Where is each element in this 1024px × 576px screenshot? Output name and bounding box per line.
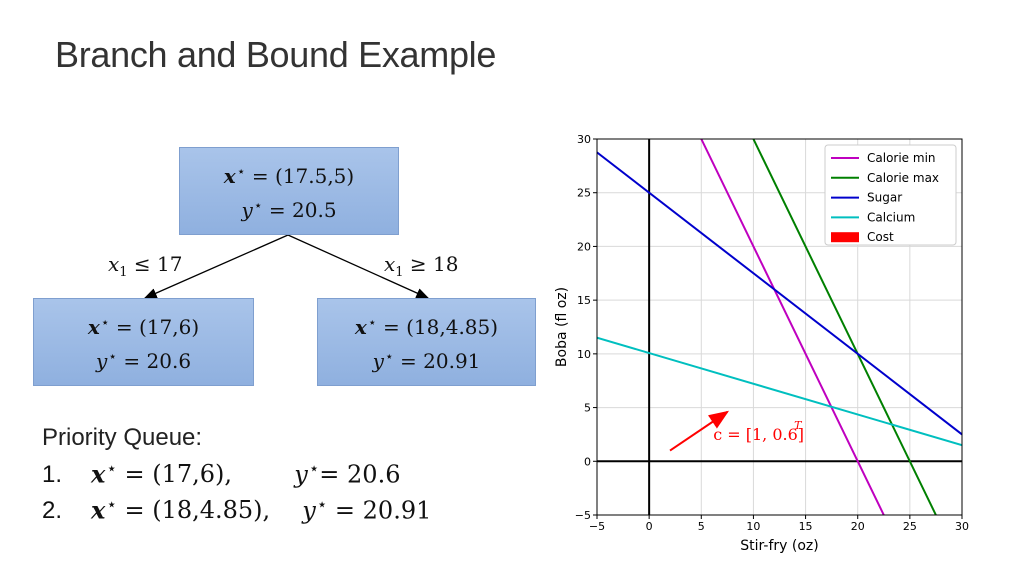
legend-swatch [831, 232, 859, 243]
left-x-line: x⋆ = (17,6) [87, 315, 200, 339]
right-branch-op: ≥ [409, 252, 427, 276]
y-tick-label: 10 [577, 348, 591, 361]
left-branch-label: x1 ≤ 17 [108, 252, 183, 280]
legend-label: Calorie max [867, 171, 939, 185]
x-tick-label: 0 [646, 520, 653, 533]
y-tick-label: 0 [584, 455, 591, 468]
left-child-node: x⋆ = (17,6) y⋆ = 20.6 [33, 298, 254, 386]
y-tick-label: 20 [577, 240, 591, 253]
y-tick-label: 30 [577, 133, 591, 146]
x-tick-label: −5 [589, 520, 605, 533]
left-y-value: 20.6 [146, 349, 192, 373]
x-tick-label: 15 [799, 520, 813, 533]
root-x-value: (17.5,5) [274, 164, 355, 188]
legend-label: Calorie min [867, 151, 936, 165]
x-axis-label: Stir-fry (oz) [740, 538, 818, 554]
right-branch-edge [287, 234, 430, 299]
root-node: x⋆ = (17.5,5) y⋆ = 20.5 [179, 147, 399, 235]
left-branch-op: ≤ [133, 252, 151, 276]
right-x-value: (18,4.85) [406, 315, 499, 339]
y-tick-label: 15 [577, 294, 591, 307]
page-title: Branch and Bound Example [55, 34, 497, 75]
lp-chart: −5 0 5 10 15 20 25 30 −5 0 5 10 15 20 25 30 Stir-fry (oz… [548, 128, 978, 564]
series-line [597, 151, 962, 436]
x-tick-label: 30 [955, 520, 969, 533]
right-y-value: 20.91 [423, 349, 481, 373]
root-y-line: y⋆ = 20.5 [241, 198, 337, 222]
lp-chart-svg: −5 0 5 10 15 20 25 30 −5 0 5 10 15 20 25 30 Stir-fry (oz… [554, 133, 969, 554]
right-branch-rhs: 18 [433, 252, 459, 276]
legend-label: Calcium [867, 210, 915, 224]
pq-item-y: 20.6 [347, 460, 401, 489]
series-line [597, 336, 962, 447]
series-line [700, 139, 885, 515]
x-tick-label: 10 [746, 520, 760, 533]
right-branch-label: x1 ≥ 18 [384, 252, 459, 280]
pq-item-y: 20.91 [362, 496, 432, 525]
x-tick-label: 20 [851, 520, 865, 533]
x-tick-label: 5 [698, 520, 705, 533]
pq-item-x: (18,4.85), [152, 496, 271, 525]
pq-item-x: (17,6), [152, 460, 232, 489]
legend-label: Cost [867, 230, 894, 244]
priority-queue-heading: Priority Queue: [42, 424, 203, 451]
left-branch-edge [143, 234, 289, 299]
priority-queue-item: 2. x⋆ = (18,4.85), y⋆ = 20.91 [42, 494, 432, 525]
priority-queue-item: 1. x⋆ = (17,6), y⋆= 20.6 [42, 458, 401, 489]
y-tick-label: 5 [584, 402, 591, 415]
right-y-line: y⋆ = 20.91 [372, 349, 481, 373]
pq-item-index: 2. [42, 497, 63, 525]
cost-vector-label: c = [1, 0.6] [713, 425, 804, 444]
legend-label: Sugar [867, 191, 902, 205]
y-tick-label: −5 [575, 509, 591, 522]
right-child-node: x⋆ = (18,4.85) y⋆ = 20.91 [317, 298, 536, 386]
right-x-line: x⋆ = (18,4.85) [354, 315, 499, 339]
cost-arrow [669, 410, 730, 452]
y-axis-label: Boba (fl oz) [554, 287, 570, 367]
left-x-value: (17,6) [139, 315, 200, 339]
root-y-value: 20.5 [292, 198, 337, 222]
plot-frame [596, 138, 963, 516]
x-tick-label: 25 [903, 520, 917, 533]
series-line [752, 139, 937, 515]
y-tick-label: 25 [577, 187, 591, 200]
pq-item-index: 1. [42, 461, 63, 489]
legend-box [824, 144, 957, 246]
root-x-line: x⋆ = (17.5,5) [223, 164, 355, 188]
cost-vector-superscript: T [794, 419, 803, 432]
left-branch-rhs: 17 [157, 252, 183, 276]
left-y-line: y⋆ = 20.6 [95, 349, 192, 373]
